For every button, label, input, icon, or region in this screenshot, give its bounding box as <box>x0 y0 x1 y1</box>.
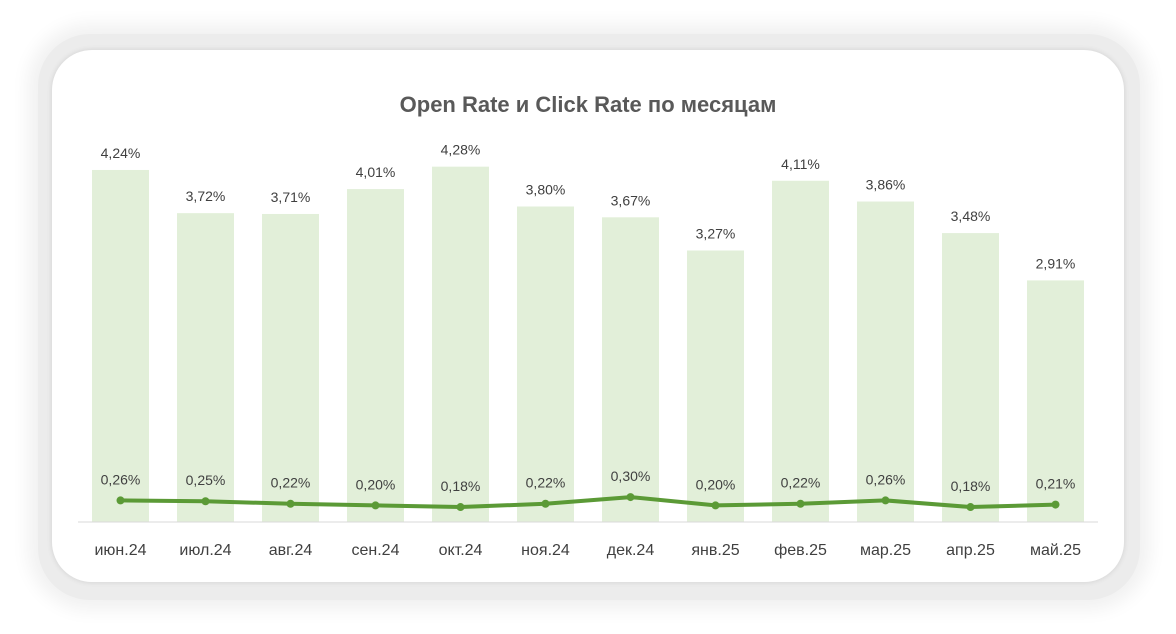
line-label-5: 0,22% <box>526 475 566 491</box>
x-tick-label-0: июн.24 <box>94 542 146 559</box>
line-point-8 <box>796 499 805 508</box>
bar-label-0: 4,24% <box>101 145 141 161</box>
line-point-11 <box>1051 500 1060 509</box>
line-label-7: 0,20% <box>696 476 736 492</box>
bars-group <box>92 166 1084 523</box>
line-label-8: 0,22% <box>781 475 821 491</box>
bar-label-10: 3,48% <box>951 208 991 224</box>
line-point-6 <box>626 493 635 502</box>
bar-8 <box>772 180 829 522</box>
bar-6 <box>602 217 659 522</box>
x-tick-label-10: апр.25 <box>946 542 995 559</box>
line-label-11: 0,21% <box>1036 476 1076 492</box>
bar-label-6: 3,67% <box>611 192 651 208</box>
data-labels-group: 4,24% 0,26% 3,72% 0,25% 3,71% 0,22% 4,01% 0,20%… <box>101 142 1076 494</box>
line-point-10 <box>966 503 975 512</box>
line-point-3 <box>371 501 380 510</box>
bar-label-9: 3,86% <box>866 177 906 193</box>
bar-label-11: 2,91% <box>1036 255 1076 271</box>
bar-4 <box>432 166 489 522</box>
line-point-1 <box>201 497 210 506</box>
bar-3 <box>347 189 404 522</box>
x-tick-label-8: фев.25 <box>774 542 827 559</box>
x-ticks-group: июн.24 июл.24 авг.24 сен.24 окт.24 ноя.24 дек.… <box>94 542 1081 559</box>
bar-label-3: 4,01% <box>356 164 396 180</box>
line-point-2 <box>286 499 295 508</box>
line-label-0: 0,26% <box>101 471 141 487</box>
bar-label-8: 4,11% <box>781 156 820 172</box>
bar-2 <box>262 213 319 523</box>
bar-10 <box>942 233 999 522</box>
line-label-9: 0,26% <box>866 471 906 487</box>
x-tick-label-4: окт.24 <box>439 542 483 559</box>
bar-7 <box>687 250 744 522</box>
line-points-group <box>116 493 1060 512</box>
bar-1 <box>177 213 234 522</box>
bar-label-2: 3,71% <box>271 189 311 205</box>
line-label-6: 0,30% <box>611 468 651 484</box>
bar-label-1: 3,72% <box>186 188 226 204</box>
bar-9 <box>857 201 914 523</box>
line-label-1: 0,25% <box>186 472 226 488</box>
line-point-4 <box>456 503 465 512</box>
click-rate-line <box>120 495 1056 510</box>
chart-title: Open Rate и Click Rate по месяцам <box>400 92 777 117</box>
x-tick-label-7: янв.25 <box>691 542 739 559</box>
bar-label-4: 4,28% <box>441 142 481 158</box>
line-point-7 <box>711 501 720 510</box>
bar-label-5: 3,80% <box>526 182 566 198</box>
x-tick-label-3: сен.24 <box>352 542 400 559</box>
bar-label-7: 3,27% <box>696 226 736 242</box>
line-point-9 <box>881 496 890 505</box>
x-tick-label-5: ноя.24 <box>521 542 570 559</box>
bar-5 <box>517 206 574 522</box>
x-tick-label-9: мар.25 <box>860 542 911 559</box>
x-tick-label-1: июл.24 <box>179 542 231 559</box>
line-point-0 <box>116 496 125 505</box>
x-tick-label-2: авг.24 <box>269 542 313 559</box>
line-label-4: 0,18% <box>441 478 481 494</box>
bar-11 <box>1027 280 1084 522</box>
line-label-3: 0,20% <box>356 476 396 492</box>
line-label-10: 0,18% <box>951 478 991 494</box>
x-tick-label-6: дек.24 <box>607 542 655 559</box>
bar-0 <box>92 169 149 523</box>
x-tick-label-11: май.25 <box>1030 542 1081 559</box>
line-label-2: 0,22% <box>271 475 311 491</box>
line-point-5 <box>541 499 550 508</box>
